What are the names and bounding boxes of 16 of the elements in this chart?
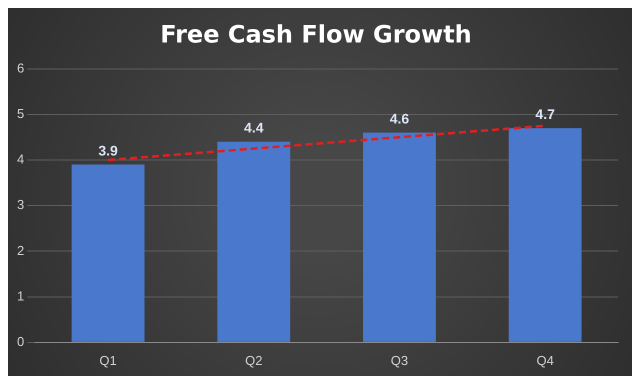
y-tick-label: 5 (16, 106, 24, 121)
data-label: 4.7 (535, 106, 556, 122)
y-tick-label: 3 (16, 197, 24, 212)
y-tick-label: 1 (16, 288, 24, 304)
x-tick-label: Q4 (536, 352, 554, 368)
y-tick-label: 6 (16, 60, 24, 76)
data-label: 3.9 (98, 142, 118, 158)
x-tick-label: Q2 (245, 352, 262, 368)
y-tick-label: 2 (16, 242, 24, 258)
y-tick-label: 4 (16, 152, 24, 167)
x-tick-label: Q1 (99, 352, 117, 368)
chart-title: Free Cash Flow Growth (160, 20, 472, 49)
x-tick-label: Q3 (390, 352, 408, 368)
data-label: 4.4 (244, 120, 264, 136)
y-tick-label: 0 (16, 334, 24, 349)
data-label: 4.6 (390, 110, 410, 126)
